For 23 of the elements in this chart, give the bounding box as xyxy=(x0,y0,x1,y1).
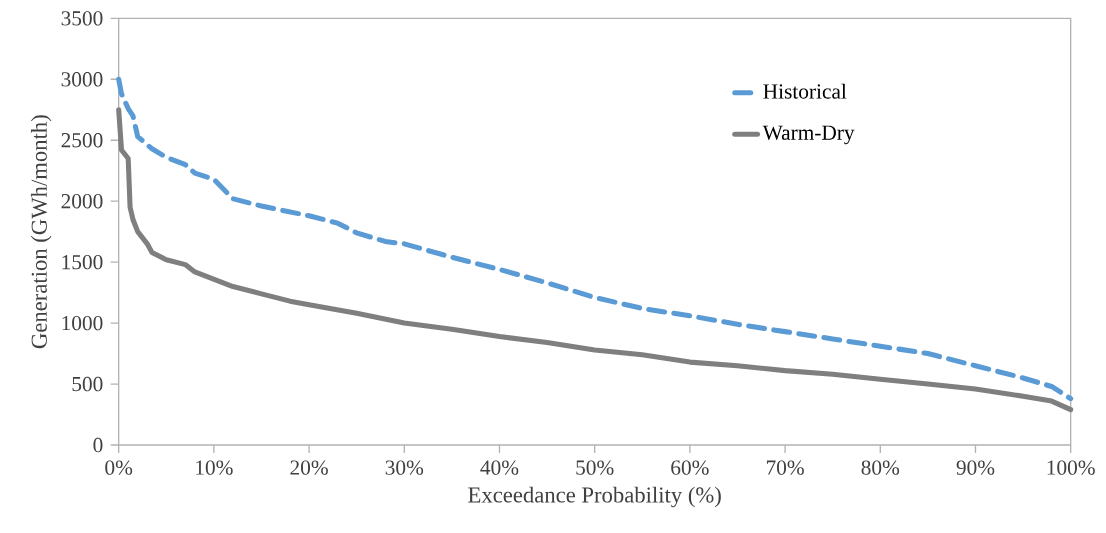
y-tick-label: 2500 xyxy=(61,133,103,148)
x-axis-title: Exceedance Probability (%) xyxy=(468,486,721,508)
x-tick-label: 60% xyxy=(671,460,709,475)
x-tick-label: 20% xyxy=(290,460,328,475)
x-tick-label: 30% xyxy=(385,460,424,475)
x-tick-label: 50% xyxy=(576,460,614,475)
x-tick-label: 10% xyxy=(196,460,233,475)
x-tick-label: 0% xyxy=(105,460,133,475)
y-axis-title: Generation (GWh/month) xyxy=(30,115,52,349)
x-tick-label: 70% xyxy=(766,460,804,475)
y-tick-label: 3000 xyxy=(61,72,103,87)
x-tick-label: 40% xyxy=(480,460,519,475)
y-tick-label: 1500 xyxy=(62,254,103,270)
y-tick-label: 1000 xyxy=(62,315,103,331)
x-tick-label: 100% xyxy=(1047,460,1095,475)
y-tick-label: 500 xyxy=(72,376,103,392)
y-tick-label: 0 xyxy=(93,437,103,453)
x-tick-label: 80% xyxy=(861,460,900,475)
legend-label: Historical xyxy=(763,83,847,99)
x-tick-label: 90% xyxy=(956,460,995,475)
y-tick-label: 3500 xyxy=(61,11,103,26)
legend-label: Warm-Dry xyxy=(762,125,855,145)
y-tick-label: 2000 xyxy=(61,194,103,209)
